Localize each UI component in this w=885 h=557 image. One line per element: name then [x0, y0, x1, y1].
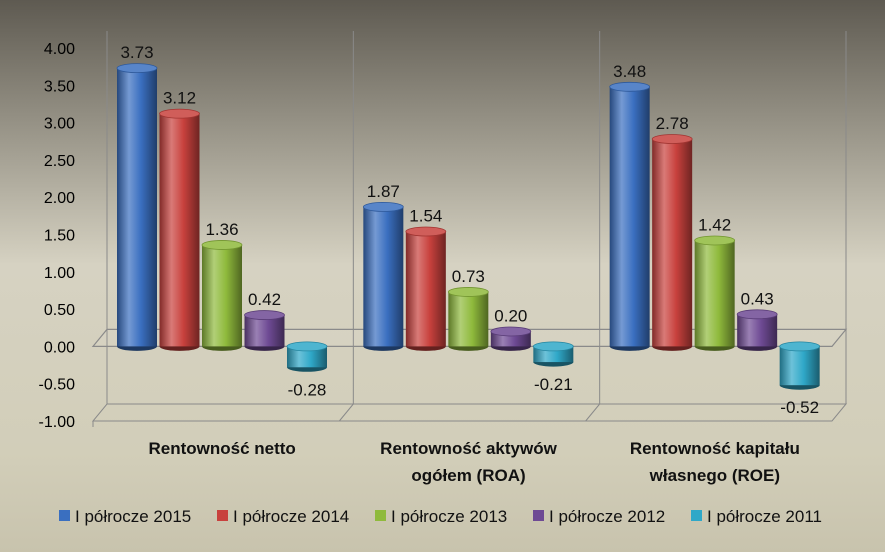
y-tick-label: 1.50 — [44, 228, 75, 245]
bar-top-cap — [651, 134, 693, 144]
bar-top-cap — [609, 81, 651, 92]
legend-swatch — [217, 510, 228, 521]
bar-top-cap — [362, 201, 404, 212]
bar-top-cap — [405, 226, 447, 237]
bar — [405, 231, 446, 347]
data-label: 3.73 — [120, 43, 153, 62]
category-label: Rentowność kapitału — [630, 439, 800, 458]
data-label: 2.78 — [656, 114, 689, 133]
bar — [363, 206, 404, 347]
legend-label: I półrocze 2013 — [391, 507, 507, 526]
legend-swatch — [691, 510, 702, 521]
y-tick-label: 3.00 — [44, 116, 75, 133]
bar — [652, 139, 693, 347]
data-label: 0.42 — [248, 290, 281, 309]
category-divider-floor — [338, 403, 354, 422]
bar — [609, 86, 650, 347]
bar-top-cap — [779, 341, 821, 352]
bar-top-cap — [532, 341, 574, 352]
data-label: 0.20 — [494, 306, 527, 325]
data-label: 0.73 — [452, 267, 485, 286]
data-label: 3.48 — [613, 62, 646, 81]
bar-top-cap — [201, 240, 243, 250]
data-label: 1.36 — [205, 220, 238, 239]
bar — [287, 346, 327, 368]
bar — [737, 314, 778, 347]
bar — [202, 244, 242, 347]
category-label: własnego (ROE) — [649, 466, 780, 485]
y-tick-label: 4.00 — [44, 41, 75, 58]
bar-top-cap — [159, 108, 200, 119]
data-label: 1.54 — [409, 207, 442, 226]
y-tick-label: 2.50 — [44, 153, 75, 170]
data-label: -0.21 — [534, 375, 573, 394]
data-label: -0.52 — [780, 398, 819, 417]
bar-top-cap — [286, 341, 328, 352]
data-label: 1.42 — [698, 215, 731, 234]
bar-top-cap — [736, 309, 778, 320]
legend-label: I półrocze 2015 — [75, 507, 191, 526]
legend-swatch — [533, 510, 544, 521]
bar — [159, 113, 200, 347]
bar-top-cap — [447, 287, 489, 297]
y-tick-label: 0.50 — [44, 302, 75, 319]
bar-top-cap — [116, 63, 158, 74]
bar — [448, 291, 489, 347]
bar-top-cap — [244, 310, 285, 320]
data-label: 1.87 — [367, 182, 400, 201]
y-tick-label: 2.00 — [44, 190, 75, 207]
bar — [694, 240, 735, 347]
y-tick-label: -0.50 — [39, 377, 76, 394]
bar — [117, 68, 157, 347]
legend-label: I półrocze 2014 — [233, 507, 349, 526]
category-label: Rentowność netto — [148, 439, 295, 458]
y-tick-label: 3.50 — [44, 78, 75, 95]
bar — [779, 346, 820, 386]
bar-top-cap — [490, 326, 532, 337]
y-tick-label: -1.00 — [39, 414, 76, 431]
category-label: ogółem (ROA) — [411, 466, 525, 485]
bar-top-cap — [694, 235, 736, 246]
y-tick-label: 1.00 — [44, 265, 75, 282]
data-label: 0.43 — [741, 289, 774, 308]
data-label: 3.12 — [163, 89, 196, 108]
category-divider-floor — [585, 403, 601, 422]
legend-label: I półrocze 2011 — [707, 507, 822, 526]
legend-swatch — [59, 510, 70, 521]
y-tick-label: 0.00 — [44, 339, 75, 356]
legend-label: I półrocze 2012 — [549, 507, 665, 526]
bar — [244, 315, 285, 347]
data-label: -0.28 — [288, 380, 327, 399]
legend-swatch — [375, 510, 386, 521]
category-label: Rentowność aktywów — [380, 439, 557, 458]
